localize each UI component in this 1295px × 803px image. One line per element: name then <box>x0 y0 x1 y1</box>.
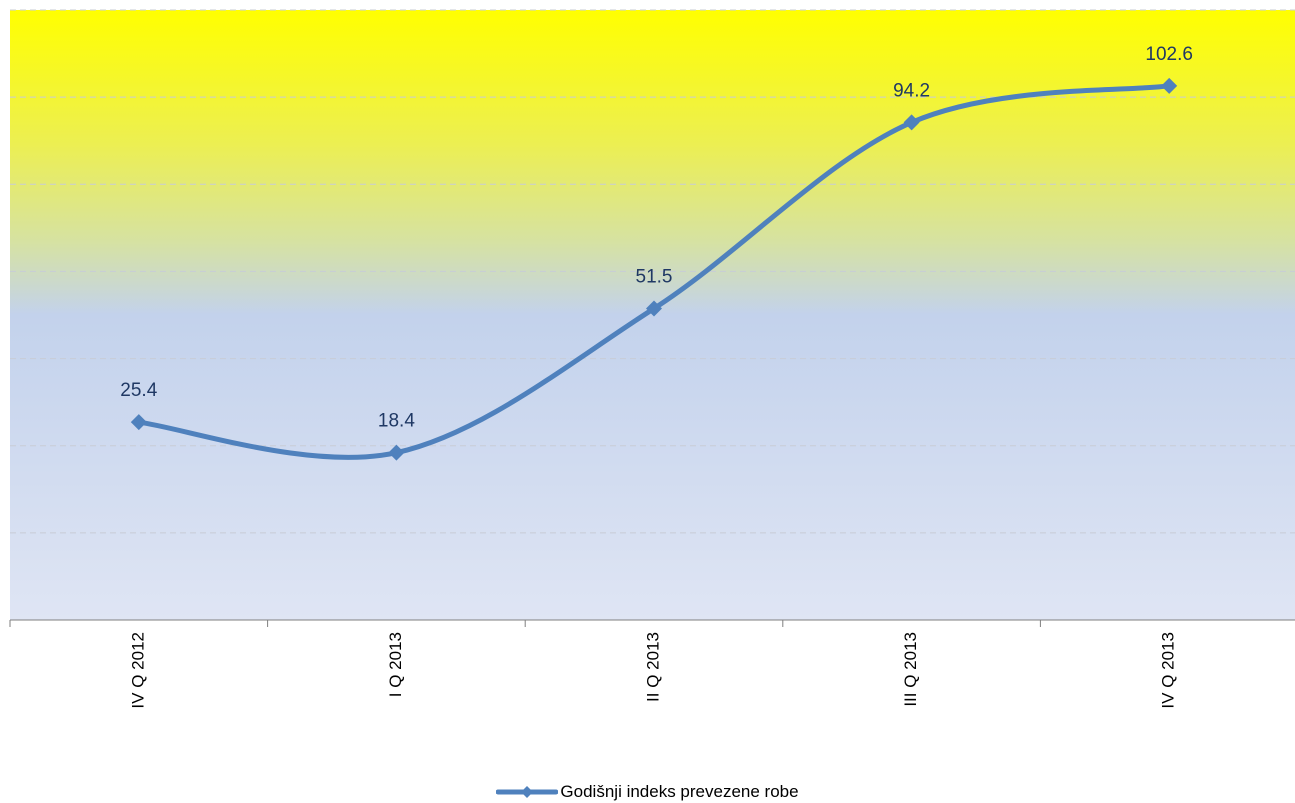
legend-line-icon <box>496 786 559 798</box>
x-tick-label: II Q 2013 <box>643 632 662 702</box>
data-label: 25.4 <box>120 380 157 401</box>
x-tick-label: IV Q 2013 <box>1159 632 1178 709</box>
plot-area <box>10 10 1295 620</box>
data-label: 51.5 <box>636 266 673 287</box>
x-axis-ticks <box>9 620 1041 627</box>
x-tick-label: I Q 2013 <box>386 632 405 697</box>
data-label: 18.4 <box>378 411 415 432</box>
x-tick-label: III Q 2013 <box>901 632 920 707</box>
legend: Godišnji indeks prevezene robe <box>0 782 1295 802</box>
data-labels: 25.4 18.4 51.5 94.2 102.6 <box>120 44 1193 432</box>
x-tick-label: IV Q 2012 <box>128 632 147 709</box>
data-point <box>388 444 405 461</box>
data-point <box>130 414 147 431</box>
data-label: 94.2 <box>893 80 930 101</box>
data-point <box>646 300 662 317</box>
data-label: 102.6 <box>1145 44 1193 65</box>
data-point <box>1161 77 1178 94</box>
data-point <box>903 114 920 131</box>
x-axis-labels: IV Q 2012 I Q 2013 II Q 2013 III Q 2013 IV Q… <box>128 632 1177 709</box>
legend-label: Godišnji indeks prevezene robe <box>560 782 799 801</box>
gridlines <box>10 9 1295 534</box>
series-markers <box>130 77 1178 461</box>
